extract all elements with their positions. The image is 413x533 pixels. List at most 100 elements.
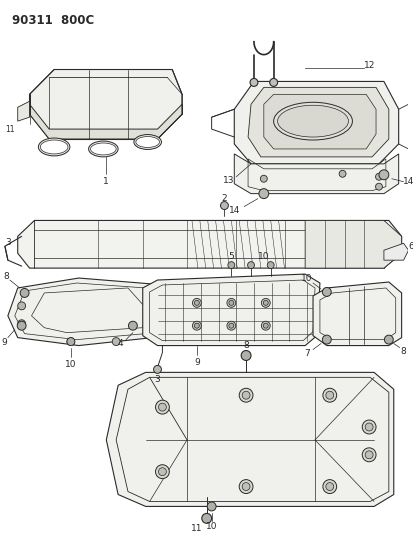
Polygon shape	[263, 94, 375, 149]
Ellipse shape	[322, 335, 330, 344]
Text: 12: 12	[363, 61, 374, 70]
Text: 14: 14	[228, 206, 240, 215]
Polygon shape	[234, 154, 398, 193]
Text: 5: 5	[228, 252, 234, 261]
Ellipse shape	[260, 175, 267, 182]
Ellipse shape	[228, 301, 233, 305]
Ellipse shape	[384, 335, 392, 344]
Text: 1: 1	[103, 177, 109, 186]
Ellipse shape	[17, 321, 26, 330]
Ellipse shape	[263, 301, 268, 305]
Ellipse shape	[263, 323, 268, 328]
Polygon shape	[234, 82, 398, 164]
Ellipse shape	[267, 262, 273, 269]
Ellipse shape	[158, 403, 166, 411]
Polygon shape	[18, 101, 29, 121]
Ellipse shape	[269, 78, 277, 86]
Ellipse shape	[18, 320, 26, 328]
Ellipse shape	[20, 288, 29, 297]
Text: 10: 10	[301, 273, 312, 282]
Polygon shape	[142, 274, 319, 345]
Ellipse shape	[239, 480, 252, 494]
Text: 9: 9	[1, 338, 7, 347]
Text: 11: 11	[191, 524, 202, 533]
Ellipse shape	[192, 321, 201, 330]
Text: 9: 9	[194, 358, 199, 367]
Ellipse shape	[228, 323, 233, 328]
Ellipse shape	[227, 262, 234, 269]
Text: 13: 13	[222, 176, 234, 185]
Ellipse shape	[155, 400, 169, 414]
Ellipse shape	[338, 171, 345, 177]
Polygon shape	[247, 87, 388, 157]
Ellipse shape	[226, 298, 235, 308]
Ellipse shape	[128, 321, 137, 330]
Polygon shape	[29, 104, 182, 139]
Ellipse shape	[364, 423, 372, 431]
Ellipse shape	[226, 321, 235, 330]
Text: 14: 14	[402, 177, 413, 186]
Ellipse shape	[90, 143, 116, 155]
Ellipse shape	[158, 467, 166, 475]
Polygon shape	[383, 243, 408, 260]
Text: 3: 3	[154, 375, 160, 384]
Ellipse shape	[364, 451, 372, 459]
Ellipse shape	[67, 337, 75, 345]
Ellipse shape	[249, 78, 257, 86]
Ellipse shape	[38, 138, 70, 156]
Ellipse shape	[258, 189, 268, 199]
Ellipse shape	[325, 391, 333, 399]
Text: 90311  800C: 90311 800C	[12, 14, 94, 27]
Ellipse shape	[261, 321, 270, 330]
Polygon shape	[304, 221, 401, 268]
Text: 10: 10	[205, 522, 217, 531]
Ellipse shape	[375, 183, 382, 190]
Ellipse shape	[247, 262, 254, 269]
Ellipse shape	[201, 513, 211, 523]
Ellipse shape	[112, 337, 120, 345]
Ellipse shape	[322, 480, 336, 494]
Ellipse shape	[133, 134, 161, 149]
Text: 2: 2	[221, 194, 227, 203]
Ellipse shape	[361, 420, 375, 434]
Polygon shape	[18, 221, 401, 268]
Ellipse shape	[242, 391, 249, 399]
Text: 8: 8	[3, 271, 9, 280]
Ellipse shape	[242, 482, 249, 490]
Polygon shape	[106, 373, 393, 506]
Ellipse shape	[239, 388, 252, 402]
Ellipse shape	[192, 298, 201, 308]
Polygon shape	[29, 69, 182, 139]
Ellipse shape	[220, 201, 228, 209]
Ellipse shape	[375, 173, 382, 180]
Ellipse shape	[40, 140, 68, 154]
Ellipse shape	[18, 302, 26, 310]
Text: 3: 3	[5, 238, 11, 247]
Ellipse shape	[194, 301, 199, 305]
Ellipse shape	[325, 482, 333, 490]
Ellipse shape	[155, 465, 169, 479]
Ellipse shape	[194, 323, 199, 328]
Ellipse shape	[241, 351, 250, 360]
Ellipse shape	[322, 388, 336, 402]
Text: 6: 6	[408, 242, 413, 251]
Text: 10: 10	[65, 360, 76, 369]
Text: 10: 10	[257, 252, 269, 261]
Ellipse shape	[361, 448, 375, 462]
Ellipse shape	[261, 298, 270, 308]
Ellipse shape	[135, 136, 159, 148]
Ellipse shape	[378, 170, 388, 180]
Polygon shape	[312, 282, 401, 345]
Ellipse shape	[207, 502, 216, 511]
Text: 8: 8	[242, 341, 248, 350]
Ellipse shape	[277, 105, 348, 137]
Text: 4: 4	[117, 339, 123, 348]
Text: 7: 7	[304, 349, 309, 358]
Ellipse shape	[273, 102, 351, 140]
Ellipse shape	[88, 141, 118, 157]
Text: 11: 11	[5, 125, 14, 134]
Ellipse shape	[153, 366, 161, 374]
Text: 8: 8	[400, 347, 406, 356]
Polygon shape	[8, 278, 159, 345]
Ellipse shape	[67, 337, 75, 345]
